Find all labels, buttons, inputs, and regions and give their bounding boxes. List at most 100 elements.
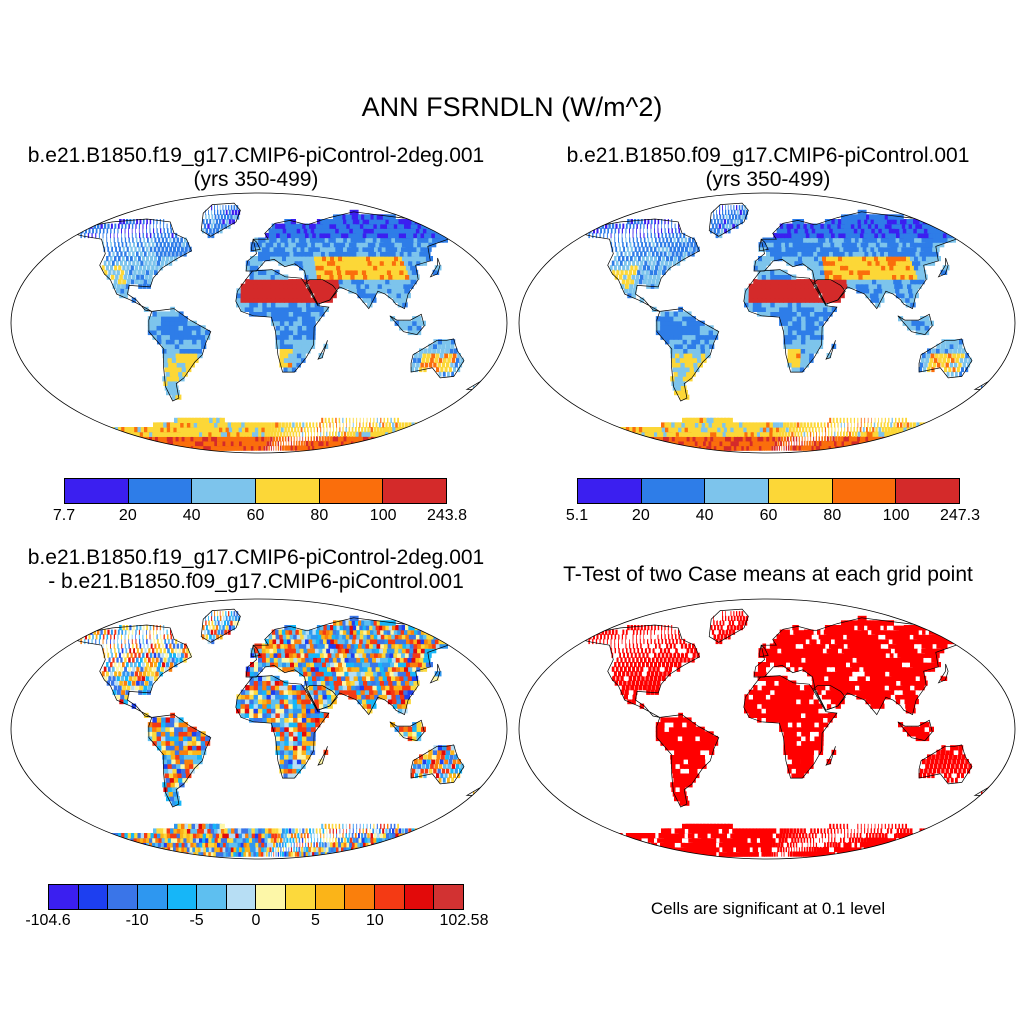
grid-cell: [356, 265, 363, 271]
grid-cell: [147, 251, 151, 257]
grid-cell: [159, 242, 162, 248]
grid-cell: [124, 232, 126, 239]
grid-cell: [846, 279, 852, 285]
grid-cell: [805, 339, 811, 345]
grid-cell: [848, 265, 854, 271]
grid-cell: [102, 837, 115, 843]
grid-cell: [275, 297, 281, 303]
grid-cell: [792, 297, 798, 303]
grid-cell: [386, 283, 392, 289]
grid-cell: [175, 232, 178, 239]
grid-cell: [138, 246, 141, 252]
grid-cell: [633, 436, 646, 442]
grid-cell: [313, 251, 319, 257]
grid-cell: [156, 325, 162, 331]
grid-cell: [624, 436, 638, 442]
grid-cell: [632, 228, 634, 234]
grid-cell: [766, 237, 771, 243]
grid-cell: [358, 246, 365, 252]
grid-cell: [308, 431, 309, 437]
grid-cell: [269, 251, 275, 257]
grid-cell: [180, 246, 184, 252]
grid-cell: [886, 422, 889, 428]
grid-cell: [228, 205, 230, 211]
grid-cell: [113, 842, 127, 848]
grid-cell: [765, 288, 771, 294]
grid-cell: [253, 274, 259, 280]
grid-cell: [866, 274, 873, 280]
grid-cell: [265, 237, 270, 243]
grid-cell: [389, 279, 396, 285]
grid-cell: [143, 851, 163, 857]
grid-cell: [747, 431, 753, 437]
grid-cell: [232, 219, 235, 225]
grid-cell: [450, 343, 455, 349]
grid-cell: [936, 362, 941, 368]
grid-cell: [882, 288, 888, 294]
grid-cell: [890, 288, 897, 294]
grid-cell: [805, 316, 811, 322]
grid-cell: [899, 260, 907, 266]
grid-cell: [599, 232, 601, 239]
grid-cell: [205, 228, 209, 234]
grid-cell: [420, 427, 426, 433]
grid-cell: [203, 223, 207, 229]
grid-cell: [381, 846, 391, 853]
grid-cell: [303, 228, 310, 234]
grid-cell: [335, 842, 339, 848]
grid-cell: [825, 431, 827, 437]
grid-cell: [261, 828, 266, 834]
grid-cell: [345, 228, 353, 234]
grid-cell: [790, 228, 796, 234]
grid-cell: [394, 283, 401, 289]
grid-cell: [798, 256, 804, 262]
grid-cell: [284, 325, 290, 331]
grid-cell: [284, 343, 289, 349]
grid-cell: [656, 242, 659, 248]
grid-cell: [800, 422, 803, 428]
grid-cell: [352, 417, 354, 423]
grid-cell: [680, 362, 686, 368]
grid-cell: [664, 223, 665, 229]
grid-cell: [280, 237, 286, 243]
grid-cell: [637, 440, 652, 447]
grid-cell: [161, 246, 165, 252]
grid-cell: [791, 279, 797, 285]
grid-cell: [217, 214, 220, 220]
grid-cell: [428, 343, 433, 349]
grid-cell: [303, 242, 309, 248]
grid-cell: [270, 431, 274, 437]
grid-cell: [628, 260, 631, 266]
grid-cell: [813, 431, 815, 437]
grid-cell: [345, 269, 351, 275]
grid-cell: [295, 440, 298, 447]
grid-cell: [944, 228, 955, 234]
grid-cell: [296, 279, 302, 285]
grid-cell: [285, 846, 287, 853]
grid-cell: [293, 846, 295, 853]
grid-cell: [845, 232, 852, 239]
grid-cell: [932, 362, 937, 368]
grid-cell: [796, 445, 800, 451]
grid-cell: [390, 436, 398, 442]
grid-cell: [370, 246, 377, 252]
grid-cell: [844, 251, 851, 257]
grid-cell: [370, 256, 377, 262]
grid-cell: [673, 334, 679, 340]
grid-cell: [217, 828, 223, 834]
grid-cell: [120, 251, 123, 257]
grid-cell: [632, 260, 635, 266]
grid-cell: [382, 842, 389, 848]
grid-cell: [328, 251, 335, 257]
grid-cell: [158, 237, 161, 243]
grid-cell: [391, 440, 402, 447]
grid-cell: [390, 242, 398, 248]
grid-cell: [762, 242, 767, 248]
grid-cell: [798, 232, 804, 239]
grid-cell: [276, 436, 279, 442]
grid-cell: [346, 431, 350, 437]
grid-cell: [193, 422, 200, 428]
grid-cell: [670, 256, 674, 262]
grid-cell: [261, 833, 265, 839]
grid-cell: [728, 223, 732, 229]
